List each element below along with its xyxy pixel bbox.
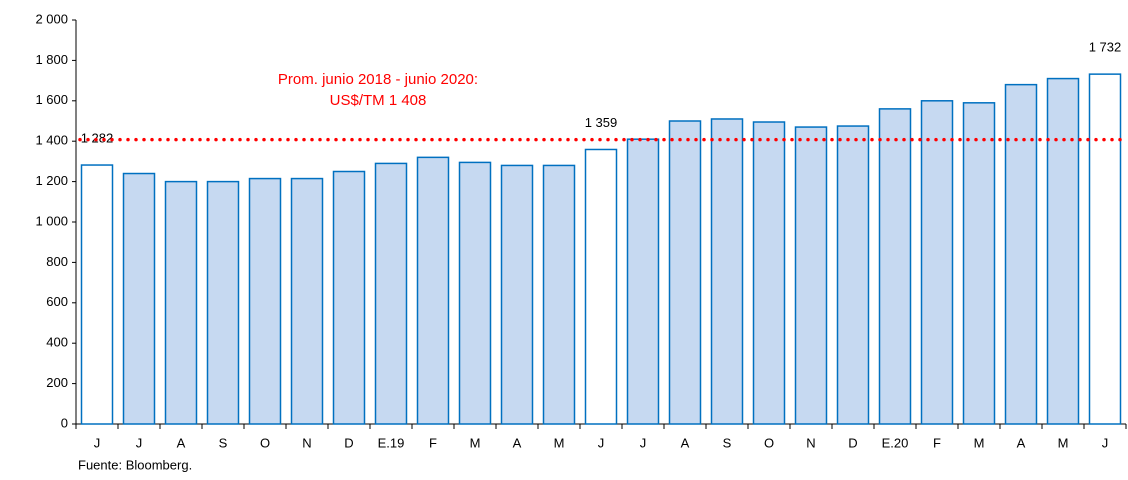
annotation: Prom. junio 2018 - junio 2020: <box>278 71 478 88</box>
bar <box>542 164 576 425</box>
bar <box>710 118 744 425</box>
x-tick-label: N <box>302 435 311 450</box>
y-tick-label: 1 400 <box>35 133 68 148</box>
y-tick-label: 1 200 <box>35 173 68 188</box>
bar <box>878 108 912 425</box>
x-tick-label: A <box>681 435 690 450</box>
x-tick-label: O <box>764 435 774 450</box>
bar <box>962 102 996 425</box>
x-tick-label: J <box>640 435 647 450</box>
bar <box>248 177 282 425</box>
bar <box>794 126 828 425</box>
x-tick-label: E.20 <box>882 435 909 450</box>
bar <box>416 156 450 425</box>
x-tick-label: E.19 <box>378 435 405 450</box>
y-tick-label: 800 <box>46 254 68 269</box>
value-label: 1 282 <box>81 130 114 145</box>
x-tick-label: M <box>554 435 565 450</box>
annotation: US$/TM 1 408 <box>330 92 427 109</box>
bar <box>626 138 660 425</box>
bar <box>584 148 618 425</box>
bar <box>920 100 954 425</box>
y-tick-label: 400 <box>46 335 68 350</box>
bar <box>374 162 408 425</box>
x-tick-label: A <box>513 435 522 450</box>
x-tick-label: D <box>344 435 353 450</box>
bar <box>290 177 324 425</box>
x-tick-label: S <box>723 435 732 450</box>
y-tick-label: 200 <box>46 375 68 390</box>
x-tick-label: J <box>94 435 101 450</box>
x-tick-label: M <box>974 435 985 450</box>
bar <box>80 164 114 425</box>
x-tick-label: S <box>219 435 228 450</box>
x-tick-label: A <box>177 435 186 450</box>
x-tick-label: N <box>806 435 815 450</box>
x-tick-label: J <box>1102 435 1109 450</box>
bar <box>1046 77 1080 425</box>
source-note: Fuente: Bloomberg. <box>78 457 192 472</box>
bar <box>1004 83 1038 425</box>
y-tick-label: 0 <box>61 415 68 430</box>
x-tick-label: M <box>1058 435 1069 450</box>
x-tick-label: F <box>933 435 941 450</box>
bar <box>752 121 786 425</box>
bar <box>1088 73 1122 425</box>
bar <box>332 170 366 425</box>
bar <box>500 164 534 425</box>
y-tick-label: 600 <box>46 294 68 309</box>
x-tick-label: O <box>260 435 270 450</box>
x-tick-label: J <box>598 435 605 450</box>
x-tick-label: J <box>136 435 143 450</box>
value-label: 1 732 <box>1089 40 1122 55</box>
x-tick-label: F <box>429 435 437 450</box>
bar <box>122 172 156 425</box>
bar <box>206 180 240 425</box>
bar <box>164 180 198 425</box>
y-tick-label: 1 600 <box>35 92 68 107</box>
x-tick-label: D <box>848 435 857 450</box>
y-tick-label: 2 000 <box>35 11 68 26</box>
bar <box>836 125 870 425</box>
y-tick-label: 1 000 <box>35 213 68 228</box>
bar <box>458 161 492 425</box>
y-tick-label: 1 800 <box>35 52 68 67</box>
x-tick-label: A <box>1017 435 1026 450</box>
value-label: 1 359 <box>585 115 618 130</box>
x-tick-label: M <box>470 435 481 450</box>
bar <box>668 120 702 425</box>
